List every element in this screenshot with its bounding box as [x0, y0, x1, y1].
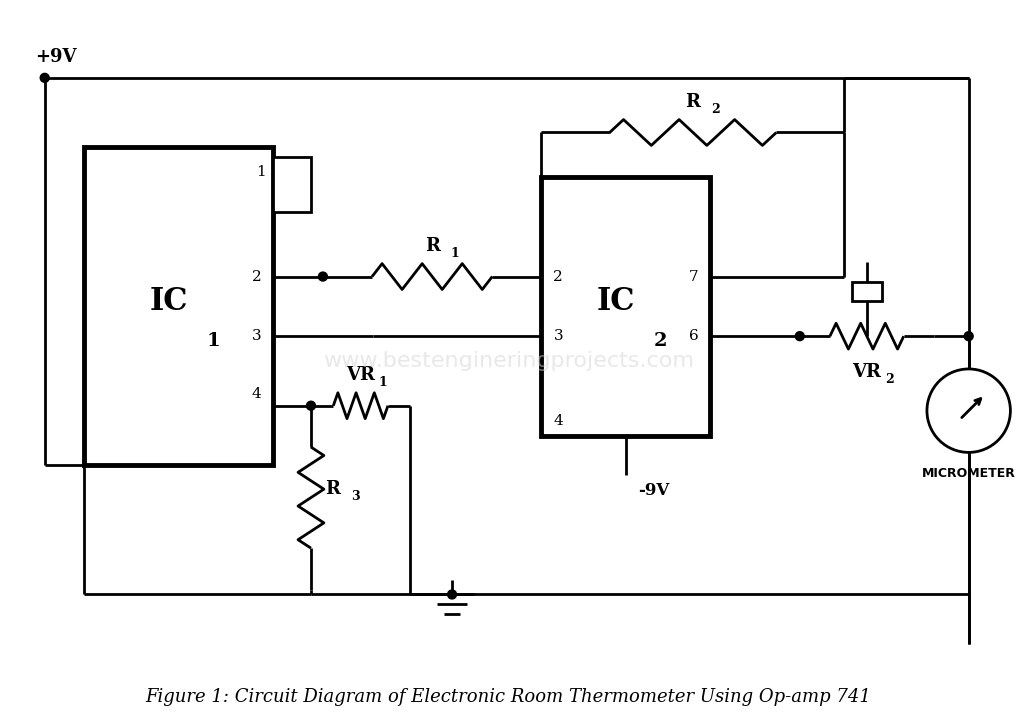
- Circle shape: [447, 590, 457, 599]
- Text: 2: 2: [654, 332, 668, 350]
- Text: R: R: [685, 92, 700, 110]
- Text: 1: 1: [451, 247, 459, 260]
- Text: 2: 2: [553, 270, 563, 283]
- Text: R: R: [425, 236, 439, 255]
- Text: Figure 1: Circuit Diagram of Electronic Room Thermometer Using Op-amp 741: Figure 1: Circuit Diagram of Electronic …: [145, 688, 871, 706]
- Circle shape: [40, 74, 49, 82]
- Text: www.bestengineringprojects.com: www.bestengineringprojects.com: [324, 351, 694, 371]
- Text: 4: 4: [553, 414, 563, 428]
- Text: 2: 2: [885, 373, 894, 386]
- Text: 1: 1: [207, 332, 220, 350]
- Text: 4: 4: [252, 386, 261, 401]
- Text: 6: 6: [689, 329, 698, 343]
- Text: 2: 2: [252, 270, 261, 283]
- Circle shape: [318, 272, 328, 281]
- Circle shape: [796, 332, 804, 340]
- Text: IC: IC: [597, 286, 635, 317]
- Text: 1: 1: [256, 165, 266, 180]
- Circle shape: [927, 369, 1011, 452]
- Bar: [542, 177, 711, 435]
- Bar: [84, 147, 273, 465]
- Text: 1: 1: [379, 376, 387, 389]
- Text: -9V: -9V: [638, 482, 669, 499]
- Circle shape: [965, 332, 973, 340]
- Text: VR: VR: [852, 363, 882, 381]
- Text: IC: IC: [150, 286, 188, 317]
- Text: MICROMETER: MICROMETER: [922, 467, 1016, 480]
- Circle shape: [306, 401, 315, 410]
- Text: 3: 3: [350, 490, 359, 503]
- Text: 7: 7: [689, 270, 698, 283]
- Text: 3: 3: [553, 329, 563, 343]
- Bar: [273, 157, 311, 212]
- Bar: [852, 281, 882, 301]
- Text: +9V: +9V: [35, 48, 76, 66]
- Text: VR: VR: [346, 366, 375, 384]
- Text: 3: 3: [252, 329, 261, 343]
- Text: R: R: [326, 479, 340, 497]
- Text: 2: 2: [711, 102, 720, 115]
